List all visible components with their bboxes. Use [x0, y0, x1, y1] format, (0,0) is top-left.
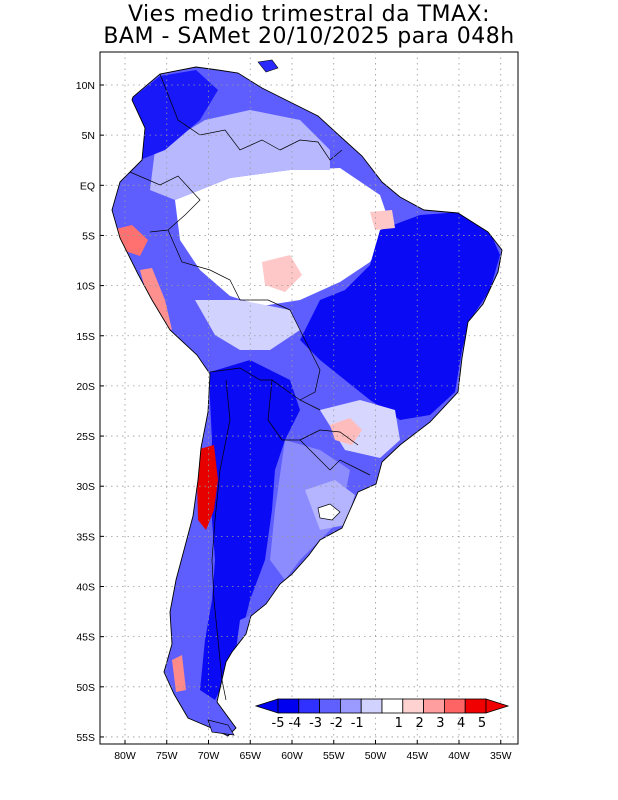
- lat-tick-label: 10N: [76, 80, 95, 92]
- lon-tick-label: 35W: [490, 750, 512, 762]
- bias-zone-warm-para: [370, 210, 395, 230]
- colorbar-label: 5: [478, 716, 486, 731]
- bias-zone-warm-peru-coast: [112, 225, 148, 256]
- colorbar-bin: [319, 698, 341, 714]
- colorbar-label: -5: [272, 716, 285, 731]
- bias-zone-warm-amazon: [262, 255, 302, 292]
- map-title-line2: BAM - SAMet 20/10/2025 para 048h: [103, 24, 515, 49]
- lon-tick-label: 75W: [156, 750, 178, 762]
- colorbar-bin: [381, 698, 404, 714]
- lat-tick-label: EQ: [80, 180, 95, 192]
- bias-zone-neutral: [175, 168, 392, 306]
- land-layer: [111, 59, 503, 737]
- bias-zone-strong-northeast: [300, 212, 500, 420]
- lon-tick-label: 65W: [239, 750, 261, 762]
- bias-zone-light-bolivia: [195, 300, 300, 350]
- caribbean-islands: [257, 59, 279, 73]
- colorbar-label: 4: [457, 716, 465, 731]
- tierra-del-fuego: [207, 719, 235, 736]
- bias-zone-strong-northwest: [130, 70, 218, 160]
- lat-tick-label: 50S: [76, 682, 95, 694]
- lat-tick-label: 20S: [76, 381, 95, 393]
- lon-tick-label: 45W: [406, 750, 428, 762]
- lon-tick-label: 60W: [281, 750, 303, 762]
- lon-tick-label: 70W: [198, 750, 220, 762]
- lat-tick-label: 5N: [82, 130, 95, 142]
- bias-zone-warm-andes-peru: [140, 268, 172, 330]
- map-title-line1: Vies medio trimestral da TMAX:: [127, 2, 491, 27]
- lat-tick-label: 45S: [76, 632, 95, 644]
- lat-tick-label: 10S: [76, 281, 95, 293]
- lat-tick-label: 15S: [76, 331, 95, 343]
- lat-tick-label: 35S: [76, 531, 95, 543]
- lat-tick-label: 40S: [76, 582, 95, 594]
- colorbar-label: 2: [415, 716, 423, 731]
- colorbar-label: -1: [351, 716, 364, 731]
- graticule: [100, 52, 518, 744]
- lagoon-uruguay: [317, 503, 341, 521]
- lon-tick-label: 50W: [365, 750, 387, 762]
- colorbar-bin: [464, 698, 487, 714]
- colorbar-bin: [360, 698, 383, 714]
- lat-tick-label: 25S: [76, 431, 95, 443]
- bias-zone-light-north: [150, 110, 330, 200]
- latitude-labels: 10N 5N EQ 5S 10S 15S 20S 25S 30S 35S 40S 45S 50S 55S: [76, 80, 104, 744]
- colorbar-label: -4: [288, 716, 301, 731]
- colorbar-label: -3: [309, 716, 322, 731]
- lat-tick-label: 30S: [76, 481, 95, 493]
- colorbar-bin: [298, 698, 320, 714]
- colorbar-label: 3: [436, 716, 444, 731]
- bias-zone-warm-parana: [330, 418, 362, 445]
- longitude-labels: 80W 75W 70W 65W 60W 55W 50W 45W 40W 35W: [114, 740, 512, 762]
- lat-tick-label: 55S: [76, 732, 95, 744]
- colorbar-label: 1: [395, 716, 403, 731]
- bias-zone-warm-patagonia: [172, 655, 186, 692]
- lon-tick-label: 80W: [114, 750, 136, 762]
- lat-tick-label: 5S: [82, 230, 95, 242]
- coastline: [111, 66, 503, 737]
- bias-zone-moderate-pampa: [270, 440, 350, 580]
- lon-tick-label: 40W: [448, 750, 470, 762]
- colorbar-bin: [443, 698, 466, 714]
- country-borders: [129, 73, 371, 701]
- colorbar-bin: [402, 698, 424, 714]
- bias-zone-hot-andes-chile: [196, 445, 218, 530]
- lon-tick-label: 55W: [323, 750, 345, 762]
- colorbar-bin: [339, 698, 362, 714]
- colorbar-bin: [423, 698, 445, 714]
- colorbar-bin: [277, 698, 300, 714]
- colorbar: -5 -4 -3 -2 -1 1 2 3 4 5: [254, 698, 510, 731]
- colorbar-over-arrow: [485, 698, 510, 714]
- colorbar-label: -2: [330, 716, 343, 731]
